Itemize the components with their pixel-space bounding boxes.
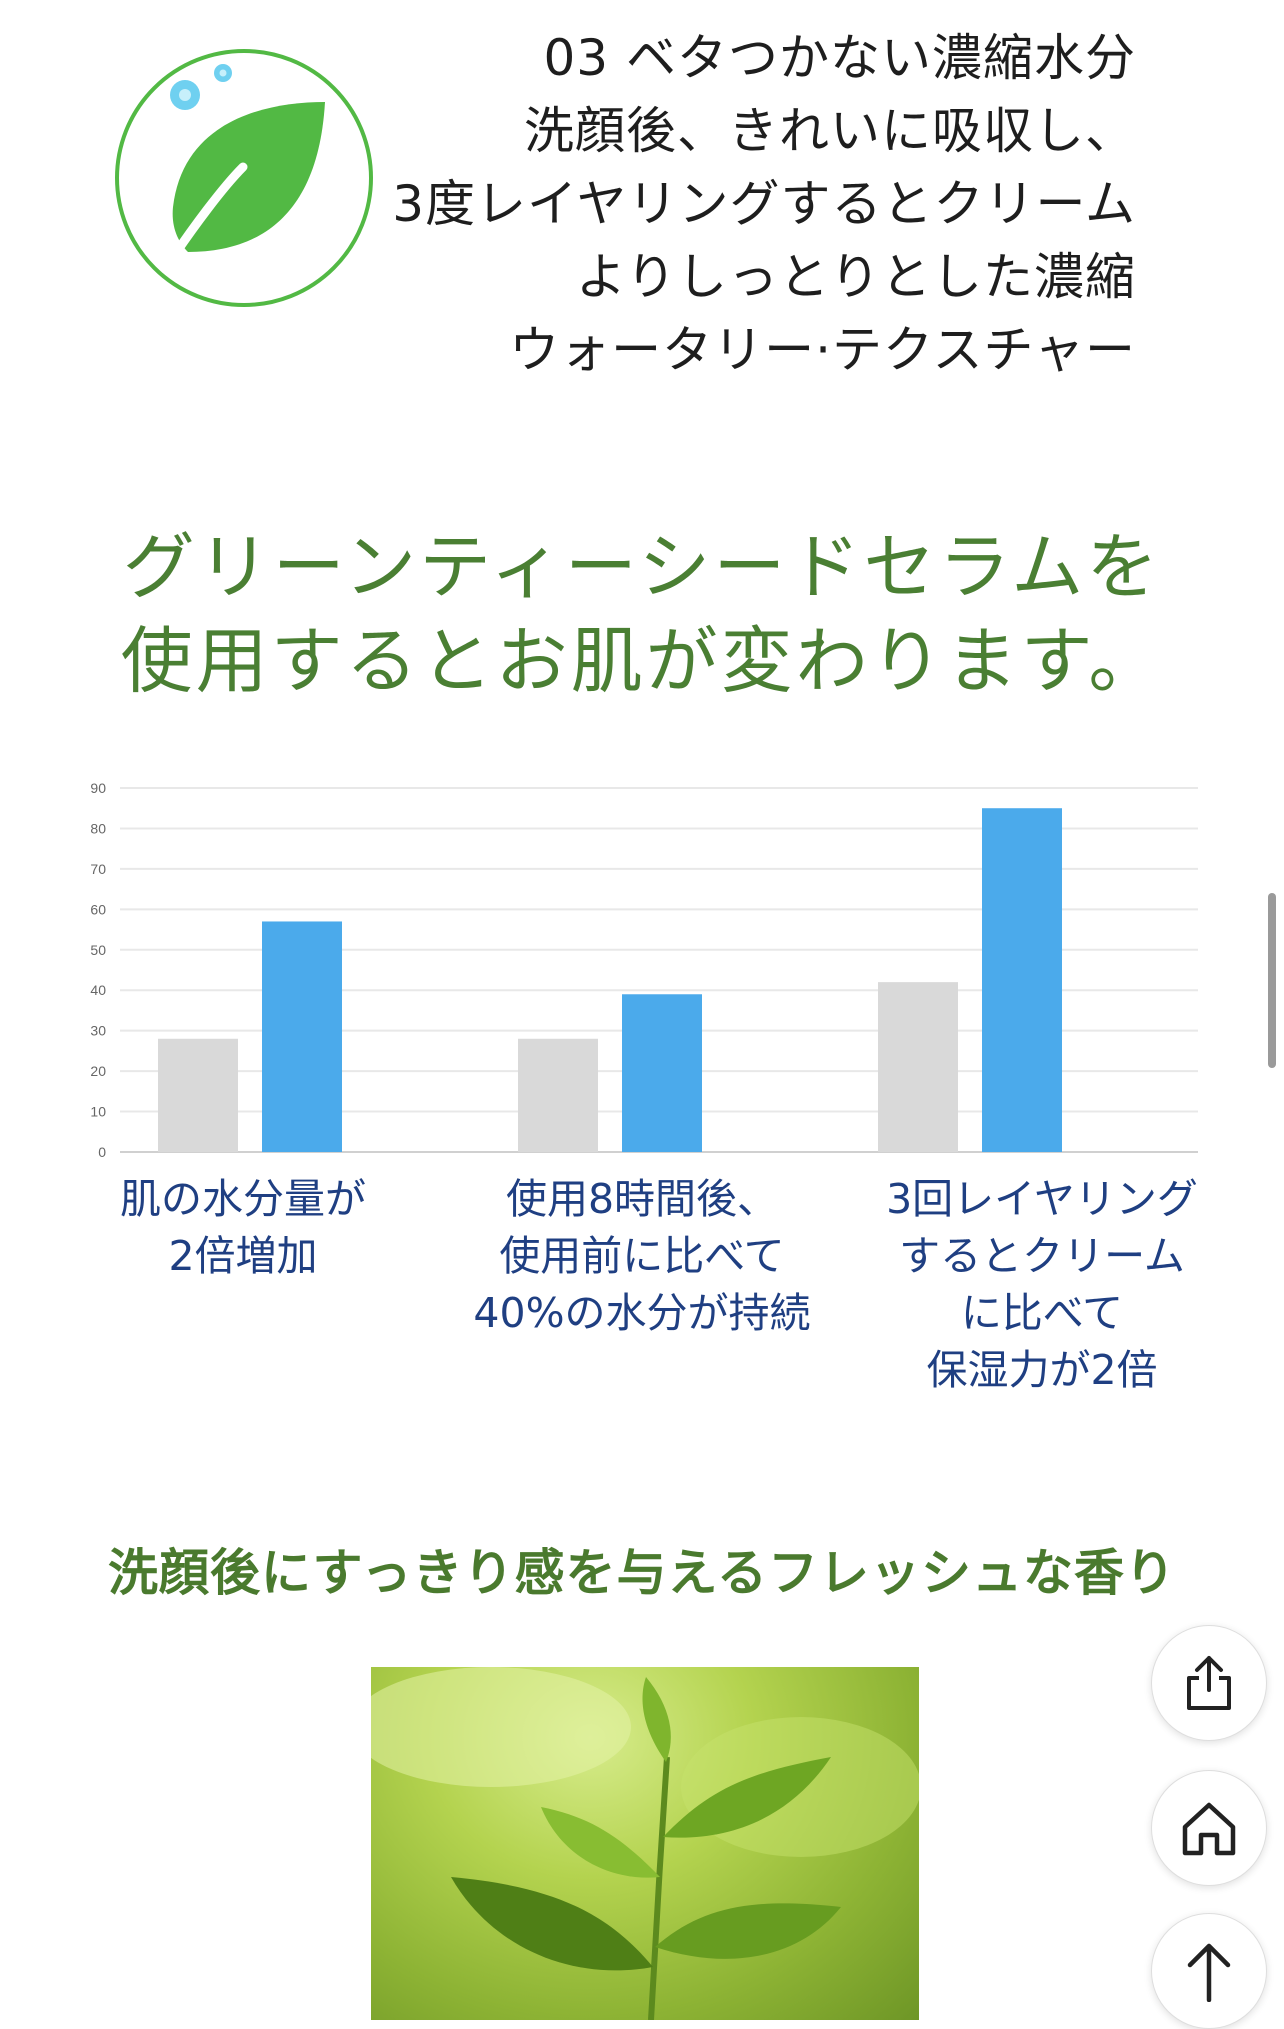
category-label-line: に比べて bbox=[960, 1289, 1124, 1337]
scroll-top-button[interactable] bbox=[1151, 1913, 1267, 2029]
chart-y-axis: 0 10 20 30 40 50 60 70 80 90 bbox=[90, 780, 106, 1160]
feature-description: 03 ベタつかない濃縮水分 洗顔後、きれいに吸収し、 3度レイヤリングするとクリ… bbox=[356, 22, 1136, 387]
home-icon bbox=[1182, 1802, 1236, 1856]
section-headline: グリーンティーシードセラムを 使用するとお肌が変わります。 bbox=[0, 520, 1284, 708]
y-tick-label: 50 bbox=[90, 942, 106, 958]
y-tick-label: 20 bbox=[90, 1063, 106, 1079]
y-tick-label: 40 bbox=[90, 982, 106, 998]
feature-title: 03 ベタつかない濃縮水分 bbox=[543, 29, 1136, 87]
headline-line-1: グリーンティーシードセラムを bbox=[122, 525, 1162, 609]
bar-series-1-category-3 bbox=[878, 982, 958, 1152]
category-label-line: 3回レイヤリング bbox=[886, 1175, 1198, 1223]
y-tick-label: 80 bbox=[90, 820, 106, 836]
y-tick-label: 70 bbox=[90, 861, 106, 877]
bar-series-2-category-1 bbox=[262, 921, 342, 1152]
category-label-line: 使用前に比べて bbox=[499, 1232, 785, 1280]
y-tick-label: 30 bbox=[90, 1023, 106, 1039]
leaf-water-droplets-icon bbox=[115, 49, 373, 307]
feature-line: ウォータリー·テクスチャー bbox=[509, 321, 1136, 379]
bar-series-2-category-3 bbox=[982, 808, 1062, 1152]
category-label: 肌の水分量が 2倍増加 bbox=[43, 1171, 443, 1285]
feature-line: 3度レイヤリングするとクリーム bbox=[392, 175, 1136, 233]
category-label-line: 肌の水分量が bbox=[120, 1175, 366, 1223]
share-button[interactable] bbox=[1151, 1625, 1267, 1741]
category-label: 使用8時間後、 使用前に比べて 40%の水分が持続 bbox=[442, 1171, 842, 1342]
category-label-line: 2倍増加 bbox=[168, 1232, 318, 1280]
home-button[interactable] bbox=[1151, 1770, 1267, 1886]
category-label-line: 40%の水分が持続 bbox=[473, 1289, 811, 1337]
bar-series-1-category-1 bbox=[158, 1038, 238, 1152]
fragrance-subheadline: 洗顔後にすっきり感を与えるフレッシュな香り bbox=[108, 1544, 1176, 1602]
share-icon bbox=[1187, 1656, 1231, 1710]
category-label: 3回レイヤリング するとクリーム に比べて保湿力が2倍 bbox=[842, 1171, 1242, 1399]
bar-series-2-category-2 bbox=[622, 994, 702, 1152]
chart-bars bbox=[158, 808, 1062, 1152]
arrow-up-icon bbox=[1187, 1943, 1231, 2002]
feature-line: 洗顔後、きれいに吸収し、 bbox=[524, 102, 1136, 160]
y-tick-label: 10 bbox=[90, 1104, 106, 1120]
y-tick-label: 60 bbox=[90, 901, 106, 917]
moisture-bar-chart: 0 10 20 30 40 50 60 70 80 90 bbox=[90, 780, 1198, 1160]
y-tick-label: 0 bbox=[98, 1144, 106, 1160]
headline-line-2: 使用するとお肌が変わります。 bbox=[120, 619, 1164, 703]
category-label-line: 保湿力が2倍 bbox=[926, 1346, 1158, 1394]
category-label-line: 使用8時間後、 bbox=[505, 1175, 779, 1223]
green-tea-leaves-photo bbox=[371, 1667, 919, 2020]
category-label-line: するとクリーム bbox=[899, 1232, 1185, 1280]
scrollbar-thumb[interactable] bbox=[1268, 893, 1276, 1068]
y-tick-label: 90 bbox=[90, 780, 106, 796]
feature-line: よりしっとりとした濃縮 bbox=[576, 248, 1136, 306]
bar-series-1-category-2 bbox=[518, 1038, 598, 1152]
